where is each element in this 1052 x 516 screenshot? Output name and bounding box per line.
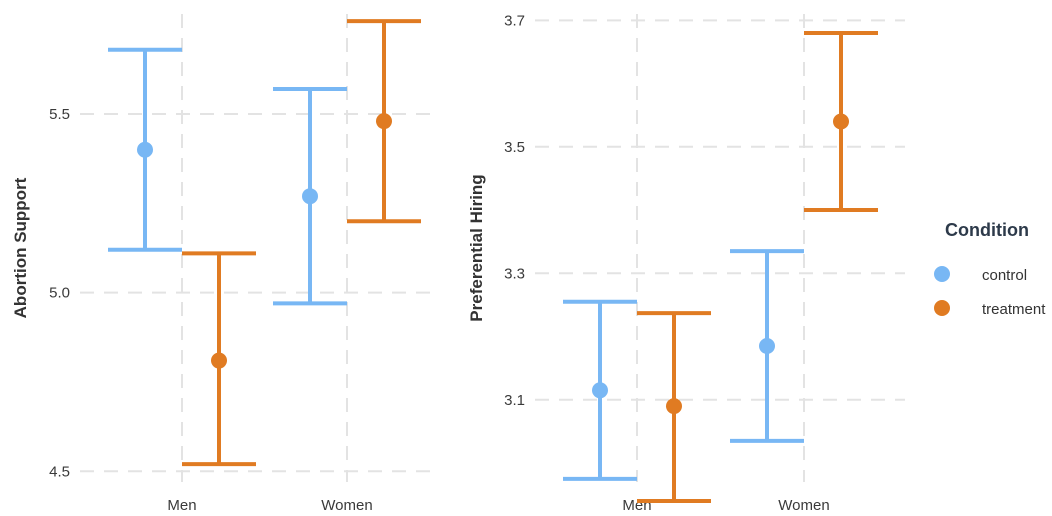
y-axis-label: Abortion Support [11, 177, 30, 318]
legend-swatch-control [934, 266, 950, 282]
y-tick-label: 3.3 [504, 265, 525, 282]
point-treatment [211, 352, 227, 369]
x-tick-label: Women [321, 497, 372, 514]
point-treatment [376, 113, 392, 130]
y-tick-label: 3.1 [504, 392, 525, 409]
point-control [302, 188, 318, 205]
point-control [592, 382, 608, 399]
y-tick-label: 3.5 [504, 139, 525, 156]
y-tick-label: 4.5 [49, 463, 70, 480]
legend-label-control: control [982, 267, 1027, 284]
x-tick-label: Men [167, 497, 196, 514]
y-axis-label: Preferential Hiring [467, 174, 486, 321]
legend-title: Condition [945, 220, 1029, 240]
abortion-support-panel: 4.5 5.0 5.5 Men Women Abortion Support [11, 14, 430, 514]
point-control [759, 338, 775, 355]
legend: Condition control treatment [934, 220, 1046, 318]
point-treatment [833, 113, 849, 130]
legend-swatch-treatment [934, 300, 950, 316]
point-control [137, 141, 153, 158]
x-tick-label: Women [778, 497, 829, 514]
legend-label-treatment: treatment [982, 301, 1046, 318]
y-tick-label: 5.0 [49, 285, 70, 302]
y-tick-label: 3.7 [504, 12, 525, 29]
point-treatment [666, 398, 682, 415]
y-tick-label: 5.5 [49, 106, 70, 123]
